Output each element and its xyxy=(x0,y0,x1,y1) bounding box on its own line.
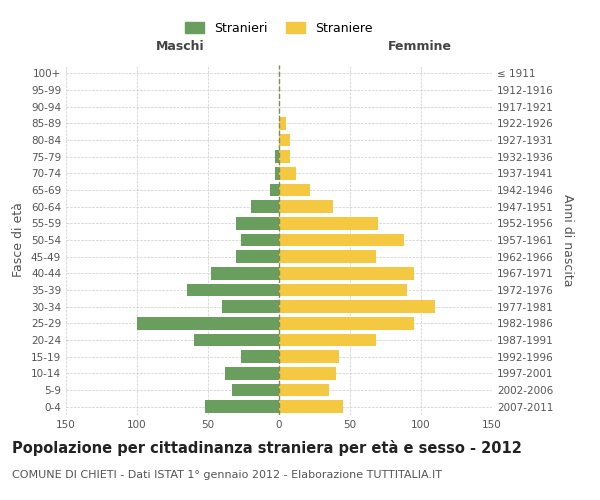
Bar xyxy=(279,334,376,346)
Bar xyxy=(279,217,379,230)
Bar xyxy=(137,317,279,330)
Bar xyxy=(236,250,279,263)
Bar xyxy=(187,284,279,296)
Bar xyxy=(279,167,296,179)
Y-axis label: Anni di nascita: Anni di nascita xyxy=(562,194,574,286)
Bar xyxy=(279,117,286,130)
Bar xyxy=(279,317,414,330)
Bar xyxy=(279,400,343,413)
Bar xyxy=(236,217,279,230)
Bar xyxy=(251,200,279,213)
Bar xyxy=(275,150,279,163)
Bar xyxy=(279,284,407,296)
Bar xyxy=(279,150,290,163)
Bar xyxy=(279,184,310,196)
Bar xyxy=(279,250,376,263)
Bar xyxy=(271,184,279,196)
Bar xyxy=(241,350,279,363)
Y-axis label: Fasce di età: Fasce di età xyxy=(13,202,25,278)
Legend: Stranieri, Straniere: Stranieri, Straniere xyxy=(181,17,377,40)
Bar xyxy=(279,300,435,313)
Bar xyxy=(279,350,338,363)
Bar xyxy=(232,384,279,396)
Bar xyxy=(194,334,279,346)
Text: Popolazione per cittadinanza straniera per età e sesso - 2012: Popolazione per cittadinanza straniera p… xyxy=(12,440,522,456)
Bar xyxy=(275,167,279,179)
Bar xyxy=(279,234,404,246)
Bar xyxy=(222,300,279,313)
Bar xyxy=(225,367,279,380)
Text: Maschi: Maschi xyxy=(155,40,205,52)
Bar xyxy=(279,200,333,213)
Bar xyxy=(279,134,290,146)
Bar xyxy=(279,267,414,280)
Bar xyxy=(205,400,279,413)
Text: Femmine: Femmine xyxy=(388,40,452,52)
Bar xyxy=(279,384,329,396)
Text: COMUNE DI CHIETI - Dati ISTAT 1° gennaio 2012 - Elaborazione TUTTITALIA.IT: COMUNE DI CHIETI - Dati ISTAT 1° gennaio… xyxy=(12,470,442,480)
Bar xyxy=(211,267,279,280)
Bar xyxy=(241,234,279,246)
Bar xyxy=(279,367,336,380)
